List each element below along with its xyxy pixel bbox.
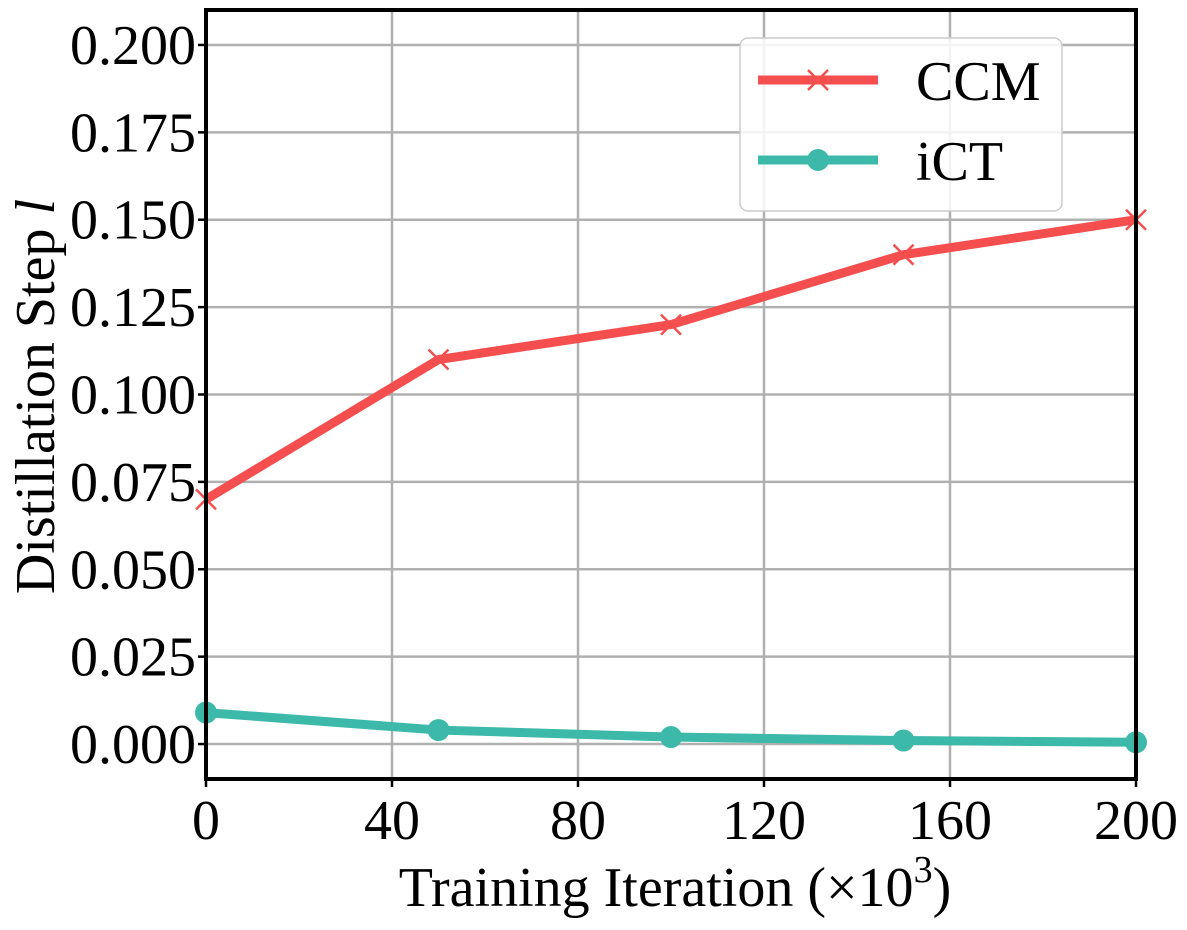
x-tick-label: 0 xyxy=(192,790,220,852)
legend-entry-ict: iCT xyxy=(758,131,1003,193)
x-axis-title-superscript: 3 xyxy=(914,849,933,891)
x-tick-label: 200 xyxy=(1094,790,1178,852)
legend-label-ict: iCT xyxy=(916,131,1003,193)
y-tick-label: 0.200 xyxy=(70,15,196,77)
legend: CCM iCT xyxy=(739,37,1063,212)
ccm-series xyxy=(195,208,1147,511)
ccm-point xyxy=(660,313,682,336)
y-tick-label: 0.075 xyxy=(70,452,196,514)
legend-marker-ccm xyxy=(807,69,829,91)
y-tick-label: 0.025 xyxy=(70,627,196,689)
y-axis-title-variable: l xyxy=(5,199,67,215)
ict-point xyxy=(427,719,450,742)
y-tick-label: 0.050 xyxy=(70,539,196,601)
x-axis-title: Training Iteration (×103) xyxy=(399,849,951,919)
y-axis-title: Distillation Step l xyxy=(5,199,67,594)
ict-series xyxy=(195,701,1147,754)
legend-entry-ccm: CCM xyxy=(758,51,1041,113)
ccm-line xyxy=(203,215,1137,504)
x-tick-label: 120 xyxy=(722,790,806,852)
y-tick-label: 0.150 xyxy=(70,190,196,252)
ccm-point xyxy=(427,348,450,371)
y-tick-label: 0.100 xyxy=(70,365,196,427)
legend-label-ccm: CCM xyxy=(916,51,1041,113)
series-layer xyxy=(195,208,1147,754)
ict-point xyxy=(892,729,915,752)
x-tick-label: 40 xyxy=(364,790,420,852)
x-tick-label: 80 xyxy=(550,790,606,852)
x-tick-label: 160 xyxy=(908,790,992,852)
axis-ticks: 0 40 80 120 160 200 0.000 0.025 0.050 0.075 0.100 0… xyxy=(70,15,1178,852)
y-tick-label: 0.125 xyxy=(70,277,196,339)
ccm-point xyxy=(892,243,915,266)
legend-marker-ict xyxy=(807,149,829,171)
ict-point xyxy=(660,726,682,749)
y-tick-label: 0.175 xyxy=(70,102,196,164)
y-tick-label: 0.000 xyxy=(70,714,196,776)
